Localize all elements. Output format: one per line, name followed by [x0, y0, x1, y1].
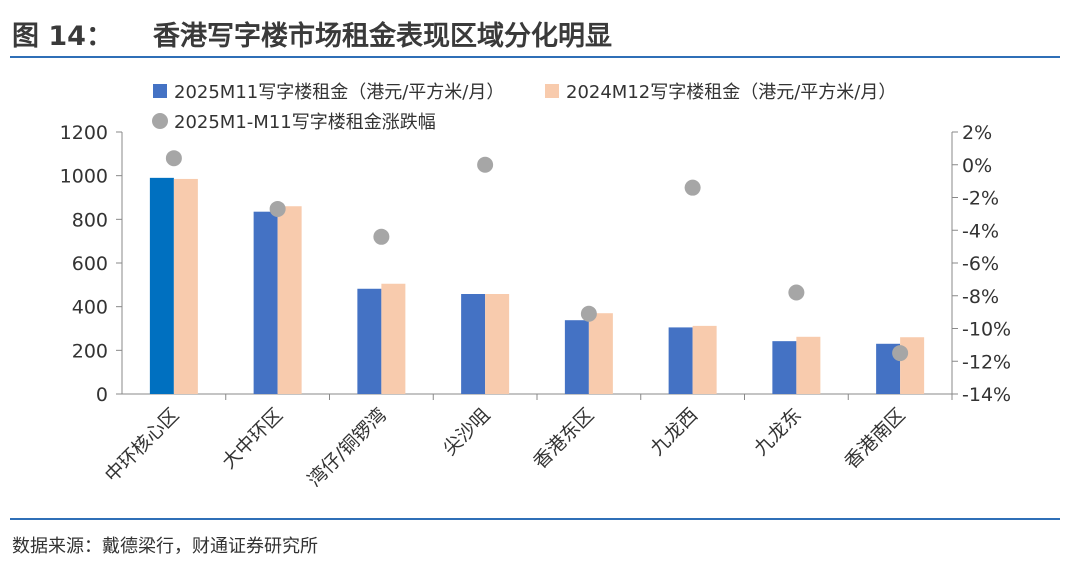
point-change-rate — [373, 228, 390, 245]
source-rule — [10, 518, 1060, 520]
y-left-tick-label: 0 — [96, 384, 108, 406]
category-label: 香港东区 — [529, 404, 598, 473]
category-label: 香港南区 — [840, 404, 909, 473]
y-right-tick-label: -4% — [962, 220, 999, 242]
bar-2025m11 — [149, 177, 174, 394]
legend-swatch-change-rate — [152, 113, 168, 129]
bar-2025m11 — [668, 327, 693, 394]
y-right-tick-label: 0% — [962, 155, 992, 177]
y-left-tick-label: 800 — [72, 209, 108, 231]
category-label: 湾仔/铜锣湾 — [304, 404, 391, 491]
y-left-tick-label: 600 — [72, 253, 108, 275]
bar-2024m12 — [277, 206, 302, 394]
y-right-tick-label: -6% — [962, 253, 999, 275]
y-right-tick-label: -10% — [962, 319, 1011, 341]
bar-2024m12 — [796, 336, 821, 394]
chart: 0 200 400 600 800 1000 1200 -14% -12% -10% -8% -6% -… — [60, 82, 1011, 491]
legend-label-2025m11: 2025M11写字楼租金（港元/平方米/月） — [174, 82, 504, 103]
point-change-rate — [477, 156, 494, 173]
y-left-tick-label: 200 — [72, 340, 108, 362]
bar-2025m11 — [461, 294, 486, 394]
y-left-tick-label: 1000 — [60, 166, 108, 188]
point-change-rate — [580, 305, 597, 322]
y-right-tick-label: -2% — [962, 188, 999, 210]
bar-2024m12 — [173, 178, 198, 394]
bar-2024m12 — [381, 283, 406, 394]
legend-label-change-rate: 2025M1-M11写字楼租金涨跌幅 — [174, 112, 436, 133]
bar-2025m11 — [253, 211, 278, 394]
point-change-rate — [269, 200, 286, 217]
y-right-tick-label: 2% — [962, 122, 992, 144]
source-note: 数据来源：戴德梁行，财通证券研究所 — [12, 536, 318, 557]
point-change-rate — [684, 179, 701, 196]
category-label: 中环核心区 — [101, 404, 184, 487]
category-label: 尖沙咀 — [439, 404, 495, 460]
category-label: 九龙东 — [750, 404, 806, 460]
y-left-tick-label: 1200 — [60, 122, 108, 144]
bar-2025m11 — [564, 320, 589, 394]
y-right-tick-label: -12% — [962, 351, 1011, 373]
bar-2024m12 — [900, 337, 925, 394]
y-right-tick-label: -8% — [962, 286, 999, 308]
point-change-rate — [892, 345, 909, 362]
figure-label: 图 14： — [12, 21, 113, 52]
point-change-rate — [165, 150, 182, 167]
legend-label-2024m12: 2024M12写字楼租金（港元/平方米/月） — [566, 82, 896, 103]
bar-2025m11 — [772, 341, 797, 394]
point-change-rate — [788, 284, 805, 301]
legend-swatch-2024m12 — [545, 84, 559, 98]
y-right-tick-label: -14% — [962, 384, 1011, 406]
figure-title: 图 14： 香港写字楼市场租金表现区域分化明显 — [12, 14, 612, 53]
category-label: 九龙西 — [646, 404, 702, 460]
bar-2025m11 — [357, 288, 382, 394]
legend-swatch-2025m11 — [153, 84, 167, 98]
bar-2024m12 — [588, 313, 613, 394]
y-left-tick-label: 400 — [72, 297, 108, 319]
title-rule — [10, 56, 1060, 58]
bar-2024m12 — [692, 325, 717, 394]
category-label: 大中环区 — [218, 404, 287, 473]
bar-2024m12 — [485, 294, 510, 394]
figure-title-text: 香港写字楼市场租金表现区域分化明显 — [152, 21, 612, 52]
